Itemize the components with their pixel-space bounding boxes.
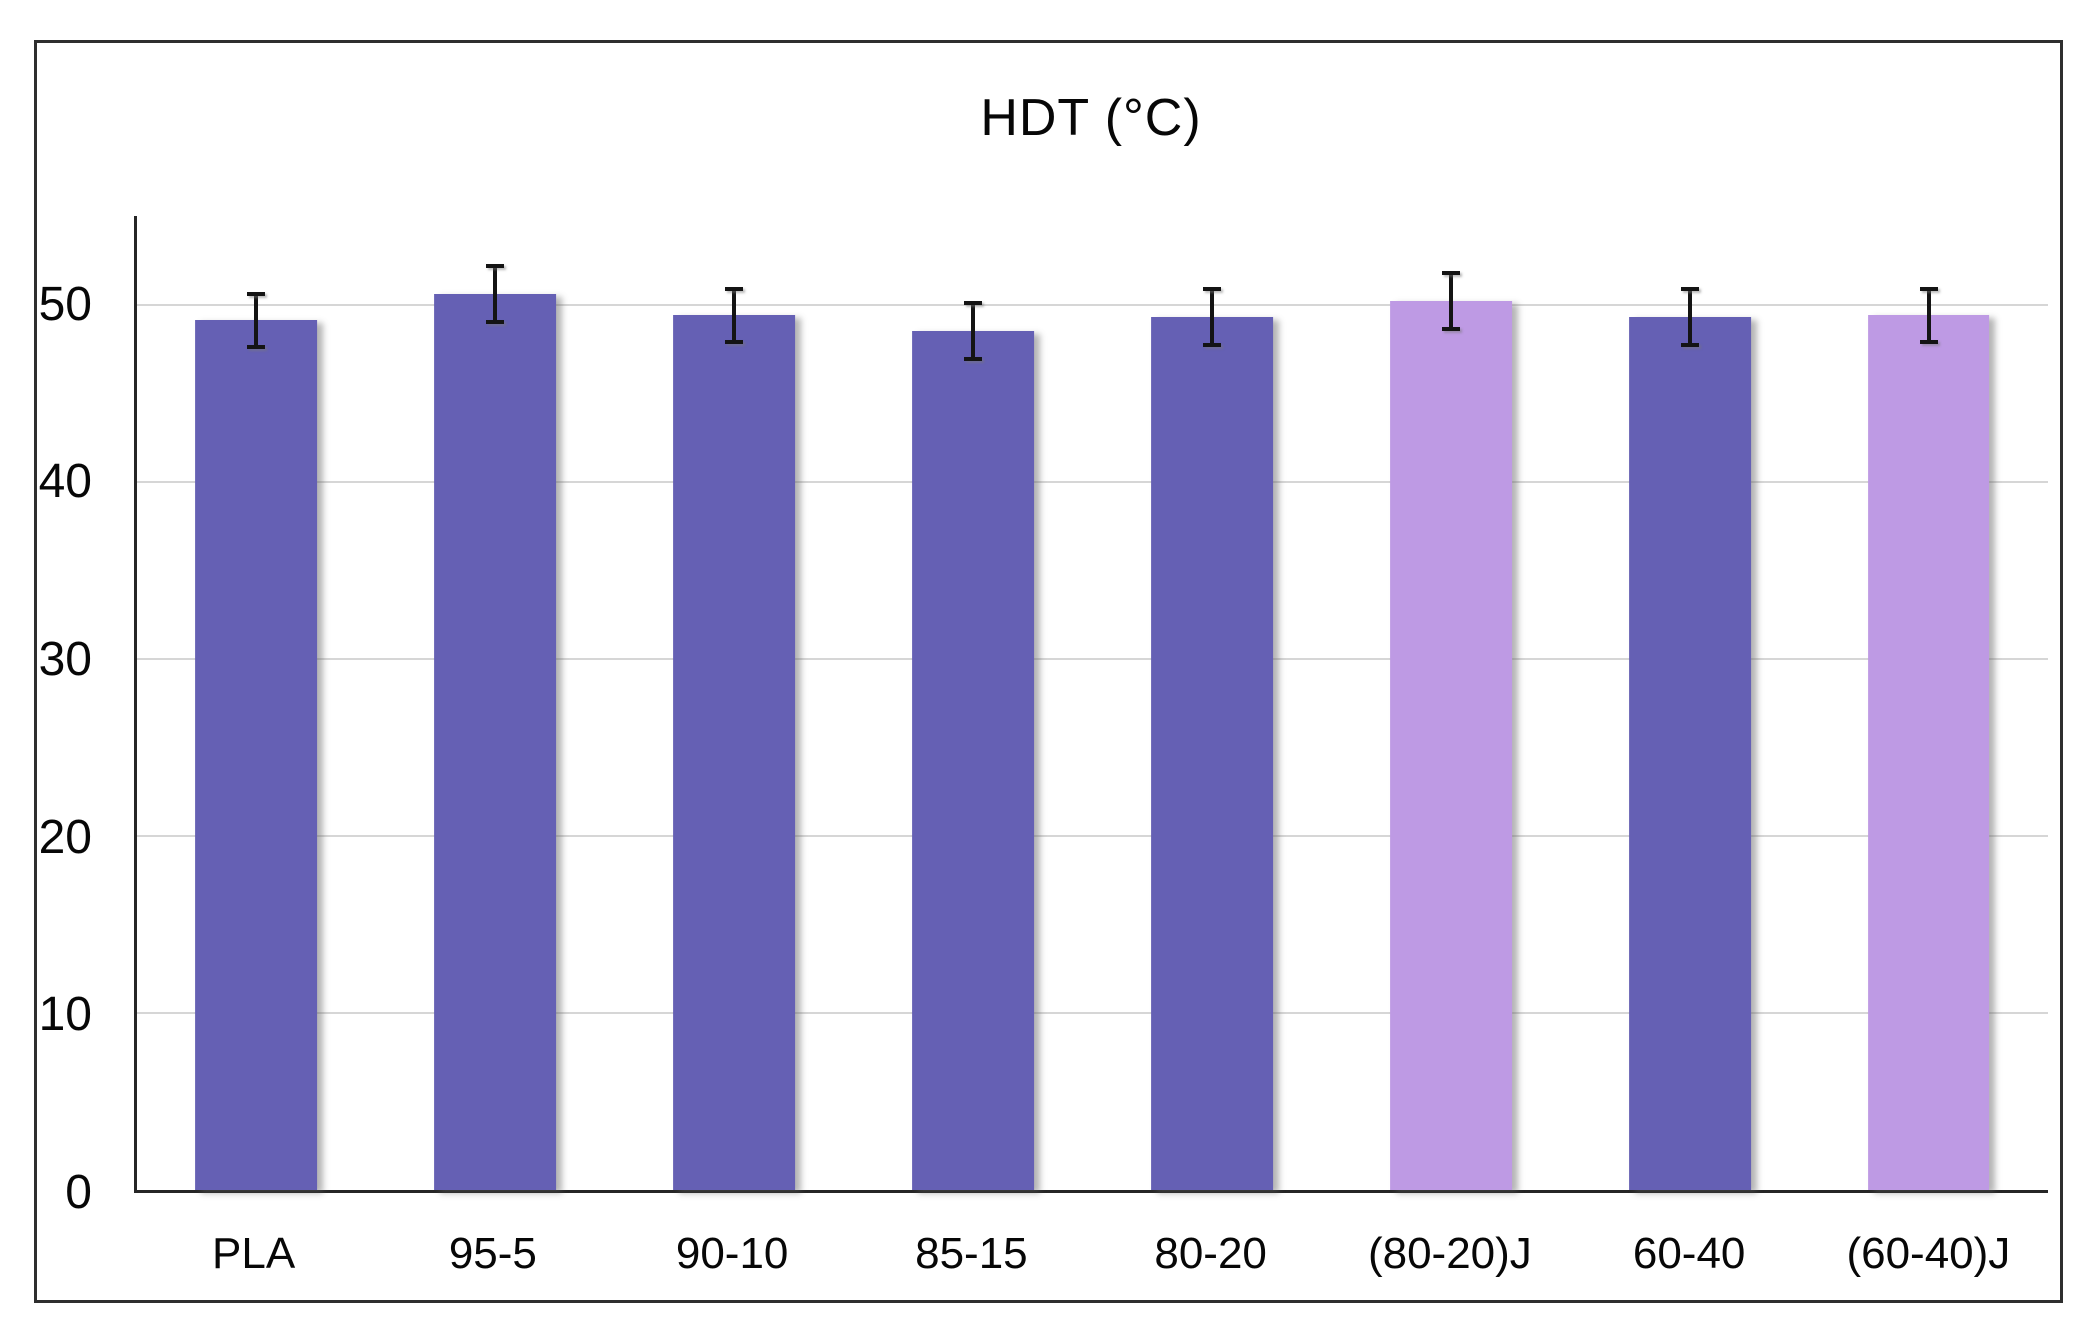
bars-layer — [137, 216, 2048, 1190]
error-bar-60-40 — [1680, 286, 1699, 348]
x-axis-labels: PLA 95-5 90-10 85-15 80-20 (80-20)J 60-40 (60-4… — [134, 1228, 2048, 1281]
error-bar-line — [1926, 286, 1931, 344]
bar-95-5 — [434, 293, 557, 1190]
error-bar-cap-top — [1441, 270, 1460, 275]
error-bar-line — [1687, 286, 1692, 348]
error-bar-cap-top — [1202, 286, 1221, 291]
bar-slot-60-40 — [1570, 216, 1809, 1190]
error-bar-line — [732, 286, 737, 344]
x-tick-label-60-40: 60-40 — [1632, 1229, 1746, 1278]
error-bar-90-10 — [725, 286, 744, 344]
bar-slot-90-10 — [615, 216, 854, 1190]
error-bar-cap-top — [1919, 286, 1938, 291]
bar-slot-(80-20)J — [1331, 216, 1570, 1190]
error-bar-cap-bottom — [247, 344, 266, 349]
error-bar-80-20 — [1202, 286, 1221, 348]
plot-area — [134, 216, 2048, 1193]
y-tick-label-50: 50 — [38, 277, 92, 331]
error-bar-PLA — [247, 292, 266, 349]
error-bar-cap-bottom — [1202, 343, 1221, 348]
bar-(80-20)J — [1389, 301, 1512, 1190]
x-tick-label-90-10: 90-10 — [675, 1229, 789, 1278]
bar-slot-95-5 — [376, 216, 615, 1190]
error-bar-cap-top — [486, 263, 505, 268]
gridline-40 — [137, 480, 2048, 483]
y-tick-label-0: 0 — [65, 1166, 92, 1219]
error-bar-line — [971, 301, 976, 362]
bar-80-20 — [1151, 316, 1273, 1190]
error-bar-line — [493, 263, 498, 325]
chart-frame: HDT (°C) 0 10 20 30 40 50 PLA 95-5 90-10 85-15 80… — [34, 40, 2063, 1303]
x-tick-label-95-5: 95-5 — [448, 1229, 537, 1278]
y-axis-labels: 0 10 20 30 40 50 — [37, 216, 92, 1216]
error-bar-cap-bottom — [964, 357, 983, 362]
y-tick-label-10: 10 — [38, 988, 92, 1042]
x-tick-label-(60-40)J: (60-40)J — [1846, 1229, 2011, 1278]
bar-90-10 — [673, 315, 796, 1190]
bar-slot-80-20 — [1093, 216, 1332, 1190]
error-bar-cap-bottom — [725, 339, 744, 344]
error-bar-cap-top — [1680, 286, 1699, 291]
error-bar-cap-bottom — [1680, 343, 1699, 348]
bar-(60-40)J — [1867, 315, 1990, 1190]
error-bar-line — [254, 292, 259, 349]
gridline-30 — [137, 657, 2048, 660]
gridline-10 — [137, 1011, 2048, 1014]
gridline-20 — [137, 834, 2048, 837]
bar-slot-PLA — [137, 216, 376, 1190]
bar-slot-(60-40)J — [1809, 216, 2048, 1190]
error-bar-line — [1448, 270, 1453, 332]
x-tick-label-80-20: 80-20 — [1154, 1229, 1267, 1278]
x-tick-label-PLA: PLA — [212, 1229, 296, 1278]
error-bar-(60-40)J — [1919, 286, 1938, 344]
bar-60-40 — [1628, 316, 1751, 1190]
y-tick-label-40: 40 — [38, 455, 92, 509]
bar-PLA — [195, 320, 318, 1190]
y-tick-label-30: 30 — [38, 633, 92, 687]
y-tick-label-20: 20 — [38, 810, 92, 864]
error-bar-cap-bottom — [1919, 339, 1938, 344]
error-bar-cap-top — [964, 301, 983, 306]
error-bar-cap-bottom — [486, 320, 505, 325]
chart-title: HDT (°C) — [980, 89, 1202, 147]
bar-85-15 — [912, 331, 1034, 1190]
error-bar-cap-top — [247, 292, 266, 297]
x-tick-label-85-15: 85-15 — [915, 1229, 1028, 1278]
error-bar-cap-top — [725, 286, 744, 291]
error-bar-cap-bottom — [1441, 327, 1460, 332]
error-bar-95-5 — [486, 263, 505, 325]
bar-slot-85-15 — [854, 216, 1093, 1190]
error-bar-85-15 — [964, 301, 983, 362]
x-tick-label-(80-20)J: (80-20)J — [1367, 1229, 1532, 1278]
gridline-50 — [137, 303, 2048, 306]
error-bar-(80-20)J — [1441, 270, 1460, 332]
error-bar-line — [1209, 286, 1214, 348]
